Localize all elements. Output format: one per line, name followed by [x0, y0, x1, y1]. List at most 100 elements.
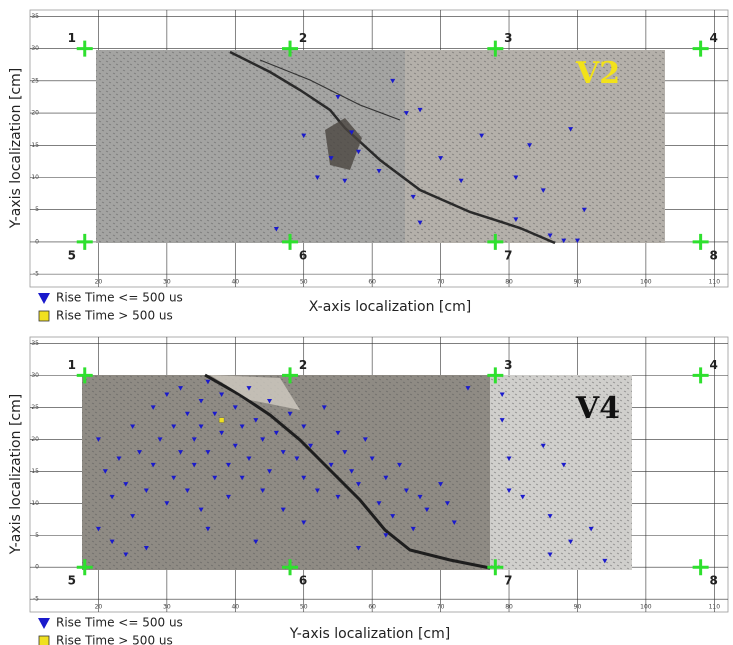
point	[184, 488, 190, 493]
y-tick-label: 20	[31, 110, 39, 117]
sensor-marker	[282, 233, 299, 250]
point	[294, 456, 300, 462]
sensor-label: 8	[709, 248, 717, 262]
crack	[259, 59, 401, 121]
legend-swatch	[38, 293, 50, 304]
y-tick-label: 15	[31, 468, 39, 475]
point	[438, 156, 444, 161]
point	[267, 469, 273, 474]
point	[232, 443, 238, 449]
sensor-marker	[76, 559, 93, 576]
point	[164, 392, 170, 398]
point	[547, 233, 553, 238]
legend-label: Rise Time > 500 us	[56, 309, 173, 323]
point	[301, 133, 307, 139]
point	[95, 437, 101, 442]
point	[417, 494, 423, 500]
point	[205, 450, 211, 455]
point	[267, 398, 273, 404]
point	[205, 526, 211, 532]
point	[362, 437, 368, 442]
point	[547, 514, 553, 519]
sensor-label: 2	[299, 31, 307, 45]
panel-v2-photo	[96, 50, 665, 245]
sensor-marker	[692, 233, 709, 250]
point	[335, 494, 341, 500]
sensor-marker	[76, 367, 93, 384]
point	[136, 450, 142, 455]
point	[218, 417, 225, 423]
x-tick-label: 30	[163, 604, 171, 611]
x-tick-label: 90	[574, 604, 582, 611]
point	[212, 475, 218, 481]
spalling	[210, 375, 300, 410]
y-tick-label: 0	[35, 238, 39, 245]
point	[157, 437, 163, 442]
point	[253, 418, 259, 423]
sensor-marker	[487, 233, 504, 250]
legend-label: Rise Time <= 500 us	[56, 291, 183, 305]
crack	[229, 50, 556, 245]
sensor-marker	[76, 233, 93, 250]
sensor-marker	[692, 559, 709, 576]
point	[314, 488, 320, 493]
y-tick-label: 30	[31, 372, 39, 379]
sensor-marker	[692, 40, 709, 57]
panel-title: V2	[575, 56, 620, 91]
point	[499, 418, 505, 423]
sensor-marker	[282, 559, 299, 576]
sensor-label: 1	[68, 31, 76, 45]
point	[253, 539, 259, 545]
point	[239, 424, 245, 430]
legend-swatch	[38, 618, 50, 629]
x-tick-label: 60	[368, 604, 376, 611]
point	[239, 475, 245, 481]
wall-texture	[96, 50, 665, 243]
point	[568, 127, 574, 132]
point	[424, 507, 430, 513]
x-axis-title: Y-axis localization [cm]	[289, 626, 450, 642]
sensor-marker	[487, 40, 504, 57]
x-tick-label: 100	[640, 279, 652, 286]
point	[355, 149, 361, 155]
point	[574, 238, 580, 244]
point	[260, 488, 266, 493]
point	[588, 526, 594, 532]
y-tick-label: 30	[31, 45, 39, 52]
sensor-label: 4	[709, 358, 717, 372]
point	[417, 220, 423, 226]
point	[328, 462, 334, 468]
point	[191, 462, 197, 468]
point	[376, 169, 382, 174]
x-axis-title: X-axis localization [cm]	[309, 299, 471, 315]
x-tick-label: 50	[300, 279, 308, 286]
point	[184, 411, 190, 417]
point	[506, 488, 512, 493]
point	[273, 227, 279, 232]
x-tick-label: 100	[640, 604, 652, 611]
point	[178, 386, 184, 391]
point	[520, 494, 526, 500]
point	[191, 437, 197, 442]
sensor-marker	[487, 367, 504, 384]
y-tick-label: -5	[33, 596, 39, 603]
sensor-label: 7	[504, 248, 512, 262]
point	[143, 488, 149, 493]
point	[280, 450, 286, 455]
point	[355, 546, 361, 551]
y-tick-label: 15	[31, 142, 39, 149]
point	[403, 488, 409, 493]
point	[390, 514, 396, 519]
point	[369, 456, 375, 462]
point	[198, 507, 204, 513]
y-tick-label: 35	[31, 340, 39, 347]
sensor-label: 3	[504, 358, 512, 372]
point	[273, 430, 279, 436]
panel-title: V4	[575, 391, 620, 426]
point	[219, 392, 225, 398]
point	[308, 443, 314, 449]
y-tick-label: 25	[31, 77, 39, 84]
x-tick-label: 50	[300, 604, 308, 611]
point	[438, 482, 444, 487]
sensor-label: 5	[68, 574, 76, 588]
